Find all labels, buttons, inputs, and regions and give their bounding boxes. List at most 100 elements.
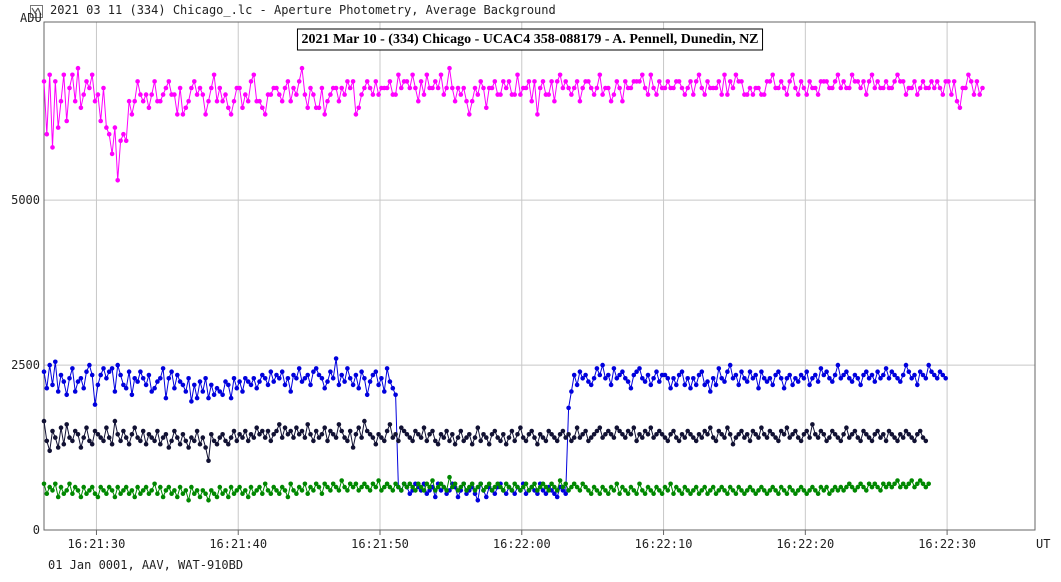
data-point xyxy=(192,79,197,84)
data-point xyxy=(441,92,447,97)
data-point xyxy=(135,379,140,384)
data-point xyxy=(478,79,484,84)
data-point xyxy=(396,72,401,78)
data-point xyxy=(526,488,532,493)
data-point xyxy=(642,85,648,91)
data-point xyxy=(274,428,279,434)
data-point xyxy=(217,435,223,440)
data-point xyxy=(152,385,157,391)
data-point xyxy=(662,484,668,490)
data-point xyxy=(180,491,186,497)
data-point xyxy=(123,435,129,440)
data-point xyxy=(537,484,543,490)
data-point xyxy=(968,79,974,84)
data-point xyxy=(852,428,858,434)
data-point xyxy=(634,438,639,444)
data-point xyxy=(294,425,299,431)
data-point xyxy=(421,488,427,493)
data-point xyxy=(160,92,166,97)
data-point xyxy=(600,484,605,490)
data-point xyxy=(203,112,208,117)
data-point xyxy=(257,98,262,104)
data-point xyxy=(260,105,265,111)
data-point xyxy=(739,79,744,84)
data-point xyxy=(688,491,693,497)
data-point xyxy=(535,112,540,117)
data-point xyxy=(106,484,112,490)
data-point xyxy=(257,484,262,490)
data-point xyxy=(140,376,146,381)
data-point xyxy=(523,491,529,497)
data-point xyxy=(886,481,892,487)
data-point xyxy=(665,376,671,381)
data-point xyxy=(53,481,58,487)
data-point xyxy=(441,484,447,490)
data-point xyxy=(240,389,245,394)
data-point xyxy=(364,484,370,490)
data-point xyxy=(313,366,319,371)
data-point xyxy=(64,422,69,427)
data-point xyxy=(271,484,277,490)
data-point xyxy=(665,488,671,493)
data-point xyxy=(433,488,438,493)
data-point xyxy=(588,435,594,440)
data-point xyxy=(980,85,985,91)
data-point xyxy=(571,481,577,487)
data-point xyxy=(393,392,398,398)
data-point xyxy=(761,488,767,493)
data-point xyxy=(166,79,172,84)
data-point xyxy=(75,488,81,493)
data-point xyxy=(362,85,367,91)
data-point xyxy=(858,382,863,388)
data-point xyxy=(620,98,625,104)
data-point xyxy=(271,379,277,384)
data-point xyxy=(776,369,781,375)
data-point xyxy=(682,484,688,490)
axis-labels: 0 2500 5000 16:21:30 16:21:40 16:21:50 16:22:0… xyxy=(11,11,1050,551)
data-point xyxy=(767,428,773,434)
data-point xyxy=(940,92,946,97)
data-point xyxy=(821,488,827,493)
data-point xyxy=(554,488,560,493)
data-point xyxy=(197,441,203,447)
data-point xyxy=(291,435,296,440)
data-point xyxy=(240,105,245,111)
data-point xyxy=(778,428,784,434)
data-point xyxy=(662,435,668,440)
data-point xyxy=(537,85,543,91)
data-point xyxy=(347,376,353,381)
data-point xyxy=(47,72,52,78)
data-point xyxy=(912,438,917,444)
data-point xyxy=(625,428,631,434)
data-point xyxy=(900,435,906,440)
data-point xyxy=(364,428,370,434)
data-point xyxy=(435,484,441,490)
data-point xyxy=(801,85,807,91)
data-point xyxy=(849,432,855,437)
data-point xyxy=(61,379,67,384)
data-point xyxy=(864,432,869,437)
data-point xyxy=(827,376,832,381)
data-point xyxy=(472,435,478,440)
data-point xyxy=(708,425,713,431)
data-point xyxy=(881,481,886,487)
data-point xyxy=(277,376,282,381)
data-point xyxy=(223,488,228,493)
data-point xyxy=(308,85,313,91)
data-point xyxy=(949,92,954,97)
data-point xyxy=(611,488,617,493)
data-point xyxy=(248,432,254,437)
app-icon xyxy=(30,3,43,18)
data-point xyxy=(231,376,237,381)
data-point xyxy=(727,432,733,437)
data-point xyxy=(586,438,591,444)
y-tick-label: 0 xyxy=(33,523,40,537)
data-point xyxy=(929,79,934,84)
data-point xyxy=(200,92,206,97)
data-point xyxy=(657,428,662,434)
data-point xyxy=(489,488,495,493)
data-point xyxy=(393,92,398,97)
data-point xyxy=(503,491,509,497)
data-point xyxy=(296,484,302,490)
data-point xyxy=(132,494,137,500)
